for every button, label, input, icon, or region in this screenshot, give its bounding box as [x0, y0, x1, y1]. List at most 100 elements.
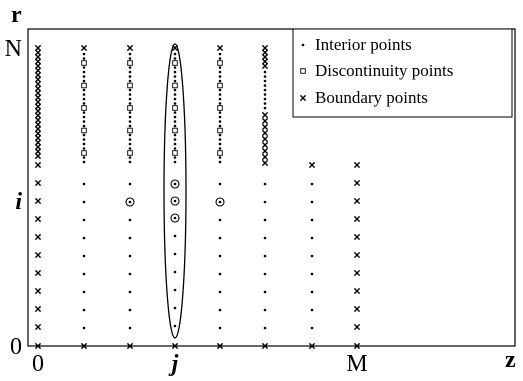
interior-point — [128, 97, 132, 101]
interior-point — [218, 147, 222, 150]
interior-point — [218, 142, 222, 146]
interior-point — [82, 254, 86, 258]
interior-point — [218, 182, 222, 186]
discontinuity-point — [81, 82, 87, 89]
interior-point — [82, 79, 86, 83]
boundary-point — [353, 323, 361, 331]
interior-point — [173, 306, 177, 310]
interior-point — [310, 200, 314, 204]
interior-point — [173, 57, 177, 60]
interior-point — [82, 133, 86, 137]
interior-point — [218, 160, 222, 164]
boundary-point — [34, 103, 42, 110]
axis-labels: r z 0 j M Ni 0 — [5, 2, 516, 377]
boundary-point — [34, 62, 42, 70]
boundary-point — [34, 89, 42, 97]
interior-point — [218, 308, 222, 312]
interior-point — [218, 115, 222, 119]
legend-item-dot: Interior points — [301, 35, 412, 54]
boundary-point — [34, 49, 42, 56]
boundary-point — [353, 197, 361, 205]
interior-point — [82, 75, 86, 78]
interior-point — [218, 75, 222, 78]
interior-point — [128, 133, 132, 137]
interior-point — [128, 308, 132, 312]
discontinuity-point — [127, 127, 133, 134]
boundary-point — [34, 85, 42, 92]
interior-point — [310, 290, 314, 294]
interior-point — [218, 326, 222, 330]
boundary-point — [34, 148, 42, 155]
discontinuity-point — [81, 127, 87, 134]
interior-point — [128, 52, 132, 56]
interior-point — [82, 57, 86, 60]
interior-point — [218, 272, 222, 276]
interior-point — [173, 75, 177, 78]
interior-point — [263, 106, 267, 110]
interior-point — [218, 138, 222, 141]
discontinuity-point — [172, 150, 178, 156]
boundary-point — [34, 152, 42, 160]
interior-point — [128, 102, 132, 105]
interior-point — [173, 288, 177, 292]
boundary-point — [299, 94, 307, 102]
interior-point — [263, 84, 267, 87]
interior-point — [82, 111, 86, 114]
boundary-point — [34, 215, 42, 223]
boundary-point — [353, 251, 361, 259]
boundary-point — [34, 305, 42, 313]
boundary-point — [261, 153, 269, 161]
interior-point — [173, 115, 177, 119]
interior-point — [218, 57, 222, 60]
y-tick-label: 0 — [10, 334, 22, 360]
interior-point — [173, 234, 177, 238]
interior-point — [128, 70, 132, 74]
interior-point — [173, 79, 177, 83]
stencil-ellipse — [163, 43, 187, 339]
interior-point — [82, 120, 86, 123]
boundary-point — [353, 287, 361, 295]
interior-point — [173, 133, 177, 137]
interior-point — [263, 102, 267, 105]
boundary-point — [353, 305, 361, 313]
interior-point — [263, 93, 267, 96]
discontinuity-point — [300, 68, 306, 74]
interior-point — [173, 88, 177, 92]
interior-point — [263, 254, 267, 258]
interior-point — [82, 88, 86, 92]
stencil-point-ring — [125, 197, 135, 207]
interior-point — [128, 57, 132, 60]
interior-point — [310, 182, 314, 186]
interior-point — [173, 97, 177, 101]
boundary-point — [261, 141, 269, 149]
interior-point — [173, 147, 177, 150]
legend-item-square: Discontinuity points — [300, 61, 453, 80]
interior-point — [128, 142, 132, 146]
x-tick-label: j — [168, 351, 179, 377]
interior-point — [218, 52, 222, 56]
interior-point — [218, 156, 222, 159]
boundary-point — [261, 117, 269, 125]
discontinuity-point — [172, 82, 178, 89]
interior-point — [173, 324, 177, 328]
y-axis-name: r — [11, 2, 22, 28]
plot-frame — [27, 28, 516, 347]
legend-label: Discontinuity points — [315, 61, 453, 80]
interior-point — [128, 156, 132, 159]
stencil-point-center — [173, 182, 177, 186]
interior-point — [128, 111, 132, 114]
stencil-point-center — [128, 200, 132, 204]
interior-point — [263, 218, 267, 222]
boundary-point — [34, 323, 42, 331]
interior-point — [218, 254, 222, 258]
boundary-point — [34, 179, 42, 187]
interior-point — [263, 308, 267, 312]
boundary-point — [171, 342, 179, 350]
boundary-point — [34, 53, 42, 61]
discontinuity-point — [127, 82, 133, 89]
interior-point — [218, 79, 222, 83]
interior-point — [128, 182, 132, 186]
interior-point — [128, 236, 132, 240]
interior-point — [218, 70, 222, 74]
boundary-point — [34, 287, 42, 295]
